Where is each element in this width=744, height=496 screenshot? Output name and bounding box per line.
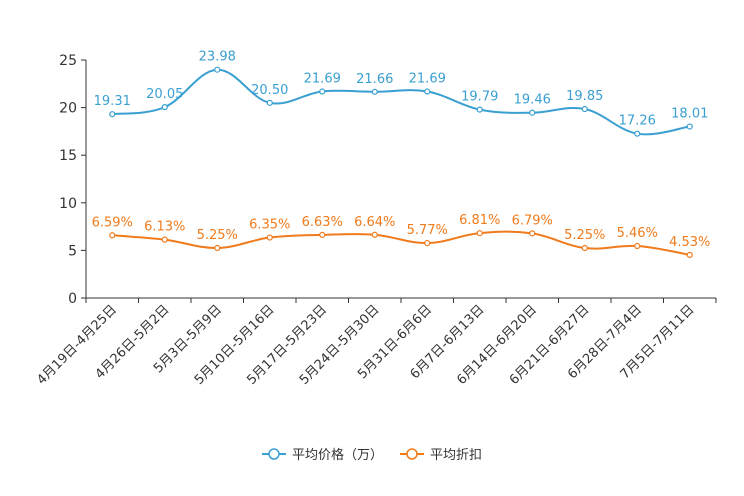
legend-marker-icon	[268, 448, 280, 460]
data-point[interactable]	[634, 242, 641, 250]
y-tick-label: 10	[59, 196, 77, 212]
data-label: 4.53%	[669, 235, 710, 250]
legend-marker-icon	[406, 448, 418, 460]
data-label: 17.26	[619, 114, 656, 129]
series-line	[112, 230, 690, 256]
data-point[interactable]	[214, 66, 221, 73]
y-tick-label: 5	[68, 243, 77, 259]
data-label: 5.46%	[617, 226, 658, 241]
y-tick-label: 15	[59, 148, 77, 164]
data-point[interactable]	[371, 88, 378, 95]
data-label: 23.98	[199, 50, 236, 65]
data-label: 6.13%	[144, 220, 185, 235]
data-label: 19.31	[94, 94, 131, 109]
y-tick-label: 0	[68, 291, 77, 307]
y-axis: 0 5 10 15 20 25	[59, 53, 87, 307]
data-label: 18.01	[671, 107, 708, 122]
y-tick-label: 20	[59, 101, 77, 117]
x-axis: 4月19日-4月25日4月26日-5月2日5月3日-5月9日5月10日-5月16…	[34, 297, 717, 388]
data-label: 20.05	[146, 87, 183, 102]
data-point[interactable]	[319, 88, 326, 95]
data-point[interactable]	[476, 106, 483, 113]
data-point[interactable]	[109, 232, 116, 239]
data-label: 6.63%	[302, 215, 343, 230]
data-point[interactable]	[371, 231, 378, 238]
data-label: 6.64%	[354, 215, 395, 230]
data-label: 21.66	[356, 72, 393, 87]
data-label: 21.69	[409, 72, 446, 87]
data-label: 5.25%	[197, 228, 238, 243]
data-label: 6.35%	[249, 218, 290, 233]
data-point[interactable]	[161, 104, 168, 111]
data-label: 5.77%	[407, 223, 448, 238]
data-label: 6.59%	[92, 215, 133, 230]
data-label: 19.46	[514, 93, 551, 108]
data-point[interactable]	[634, 130, 641, 137]
data-label: 5.25%	[564, 228, 605, 243]
data-point[interactable]	[686, 123, 693, 130]
data-label: 6.79%	[512, 213, 553, 228]
data-label: 6.81%	[459, 213, 500, 228]
series-layer: 19.31 20.05 23.98 20.50 21.69 21.66 21.69 19.79…	[92, 50, 710, 258]
data-label: 19.85	[566, 89, 603, 104]
legend-item-1[interactable]: 平均折扣	[400, 448, 482, 463]
data-point[interactable]	[424, 88, 431, 95]
data-point[interactable]	[266, 234, 273, 241]
data-point[interactable]	[109, 111, 116, 118]
data-point[interactable]	[476, 230, 483, 237]
legend-item-0[interactable]: 平均价格（万）	[262, 447, 383, 463]
data-label: 21.69	[304, 72, 341, 87]
data-label: 20.50	[251, 83, 288, 98]
legend-label: 平均折扣	[430, 448, 482, 463]
data-point[interactable]	[529, 109, 536, 116]
series-0: 19.31 20.05 23.98 20.50 21.69 21.66 21.69 19.79…	[94, 50, 708, 137]
data-point[interactable]	[581, 105, 588, 113]
data-point[interactable]	[581, 244, 588, 252]
data-point[interactable]	[686, 251, 693, 258]
data-point[interactable]	[319, 231, 326, 238]
data-label: 19.79	[461, 90, 498, 105]
data-point[interactable]	[266, 99, 273, 106]
data-point[interactable]	[424, 239, 431, 247]
legend-label: 平均价格（万）	[292, 447, 383, 463]
data-point[interactable]	[214, 244, 221, 252]
data-point[interactable]	[161, 236, 168, 243]
legend[interactable]: 平均价格（万） 平均折扣	[262, 447, 482, 463]
y-tick-label: 25	[59, 53, 77, 69]
series-1: 6.59% 6.13% 5.25% 6.35% 6.63% 6.64% 5.77% 6.81%…	[92, 213, 710, 258]
data-point[interactable]	[529, 230, 536, 237]
